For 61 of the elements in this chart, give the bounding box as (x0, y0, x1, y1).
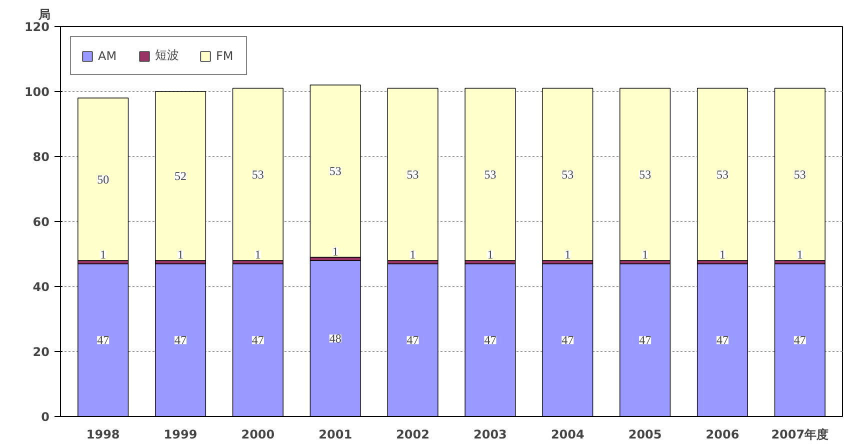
data-label: 47 (794, 333, 806, 348)
data-label: 52 (174, 169, 187, 183)
bar (78, 98, 129, 261)
bar (310, 84, 361, 258)
data-label: 47 (562, 333, 574, 348)
x-tick-label: 2005 (628, 428, 662, 442)
data-label: 53 (329, 164, 342, 178)
y-tick-label: 0 (41, 410, 50, 424)
data-label: 1 (487, 248, 494, 262)
legend-label: 短波 (155, 47, 179, 64)
y-tick-label: 80 (32, 150, 50, 164)
legend-label: AM (98, 48, 118, 62)
data-label: 53 (794, 167, 806, 182)
x-tick-label: 2006 (706, 428, 740, 442)
y-tick-label: 120 (24, 20, 50, 34)
data-label: 1 (410, 248, 416, 262)
data-label: 47 (484, 333, 496, 348)
data-label: 50 (97, 172, 110, 186)
data-label: 1 (100, 248, 106, 262)
data-label: 47 (406, 333, 419, 348)
data-label: 53 (639, 167, 652, 182)
data-label: 1 (332, 244, 338, 258)
data-label: 1 (719, 248, 726, 262)
bar (620, 88, 671, 261)
x-tick-label: 2002 (396, 428, 430, 442)
data-label: 53 (716, 167, 728, 182)
data-label: 1 (178, 248, 184, 262)
data-label: 47 (716, 333, 728, 348)
data-label: 53 (562, 167, 574, 182)
x-tick-label: 2004 (550, 428, 584, 442)
x-tick-label: 2007年度 (771, 428, 829, 442)
y-axis-title: 局 (38, 8, 50, 22)
bar (542, 88, 594, 261)
bar (774, 88, 826, 261)
data-label: 47 (639, 333, 652, 348)
data-label: 47 (97, 333, 110, 348)
bar (696, 88, 748, 261)
data-label: 1 (564, 248, 571, 262)
x-tick-label: 1999 (164, 428, 198, 442)
data-label: 1 (796, 248, 803, 262)
y-tick-label: 40 (32, 280, 50, 294)
bar (232, 88, 284, 261)
y-tick-label: 20 (32, 345, 50, 359)
data-label: 53 (406, 167, 419, 182)
data-label: 53 (484, 167, 496, 182)
x-tick-label: 2001 (318, 428, 352, 442)
x-tick-label: 2003 (474, 428, 507, 442)
y-tick-label: 60 (32, 215, 50, 229)
data-label: 1 (642, 248, 648, 262)
data-label: 53 (252, 167, 264, 182)
data-label: 47 (174, 333, 187, 348)
y-tick-label: 100 (24, 85, 50, 99)
x-tick-label: 1998 (86, 428, 120, 442)
bar (464, 88, 516, 261)
x-tick-label: 2000 (241, 428, 275, 442)
data-label: 1 (254, 248, 261, 262)
bar (387, 88, 438, 261)
data-label: 48 (329, 332, 342, 346)
bar (154, 91, 206, 261)
legend-label: FM (216, 48, 234, 62)
data-label: 47 (252, 333, 264, 348)
